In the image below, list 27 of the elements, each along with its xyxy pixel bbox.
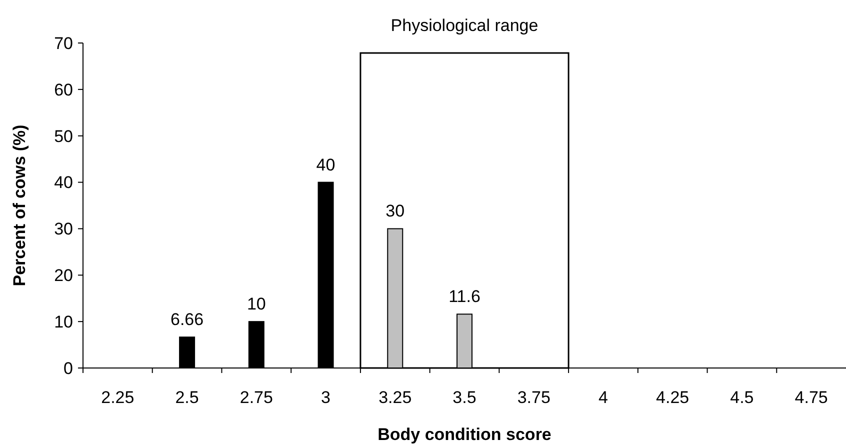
x-tick-label: 2.75 bbox=[240, 388, 273, 407]
x-tick-label: 3 bbox=[321, 388, 331, 407]
y-tick-label: 40 bbox=[54, 173, 73, 192]
y-axis-title: Percent of cows (%) bbox=[10, 124, 29, 286]
x-tick-label: 4.75 bbox=[794, 388, 828, 407]
y-tick-label: 50 bbox=[54, 126, 73, 146]
y-tick-label: 20 bbox=[54, 266, 73, 286]
x-tick-label: 4.25 bbox=[656, 388, 690, 407]
x-tick-label: 3.5 bbox=[452, 388, 476, 407]
text: Physiological range bbox=[390, 16, 538, 35]
x-axis-title: Body condition score bbox=[378, 425, 552, 444]
x-tick-label: 3.75 bbox=[517, 388, 550, 407]
x-tick-label: 4 bbox=[598, 388, 608, 407]
data-label: 11.6 bbox=[448, 287, 480, 306]
y-tick-label: 10 bbox=[54, 312, 73, 332]
y-tick-label: 0 bbox=[64, 358, 73, 378]
x-tick-label: 2.25 bbox=[101, 388, 134, 407]
x-tick-label: 4.5 bbox=[730, 388, 754, 407]
y-tick-label: 30 bbox=[54, 220, 73, 239]
data-label: 40 bbox=[316, 155, 336, 174]
y-tick-label: 70 bbox=[54, 34, 73, 53]
data-label: 6.66 bbox=[170, 310, 204, 330]
x-tick-label: 3.25 bbox=[378, 388, 412, 407]
y-tick-label: 60 bbox=[54, 80, 73, 100]
x-tick-label: 2.5 bbox=[175, 388, 199, 407]
data-label: 30 bbox=[386, 202, 405, 221]
data-label: 10 bbox=[246, 294, 266, 314]
